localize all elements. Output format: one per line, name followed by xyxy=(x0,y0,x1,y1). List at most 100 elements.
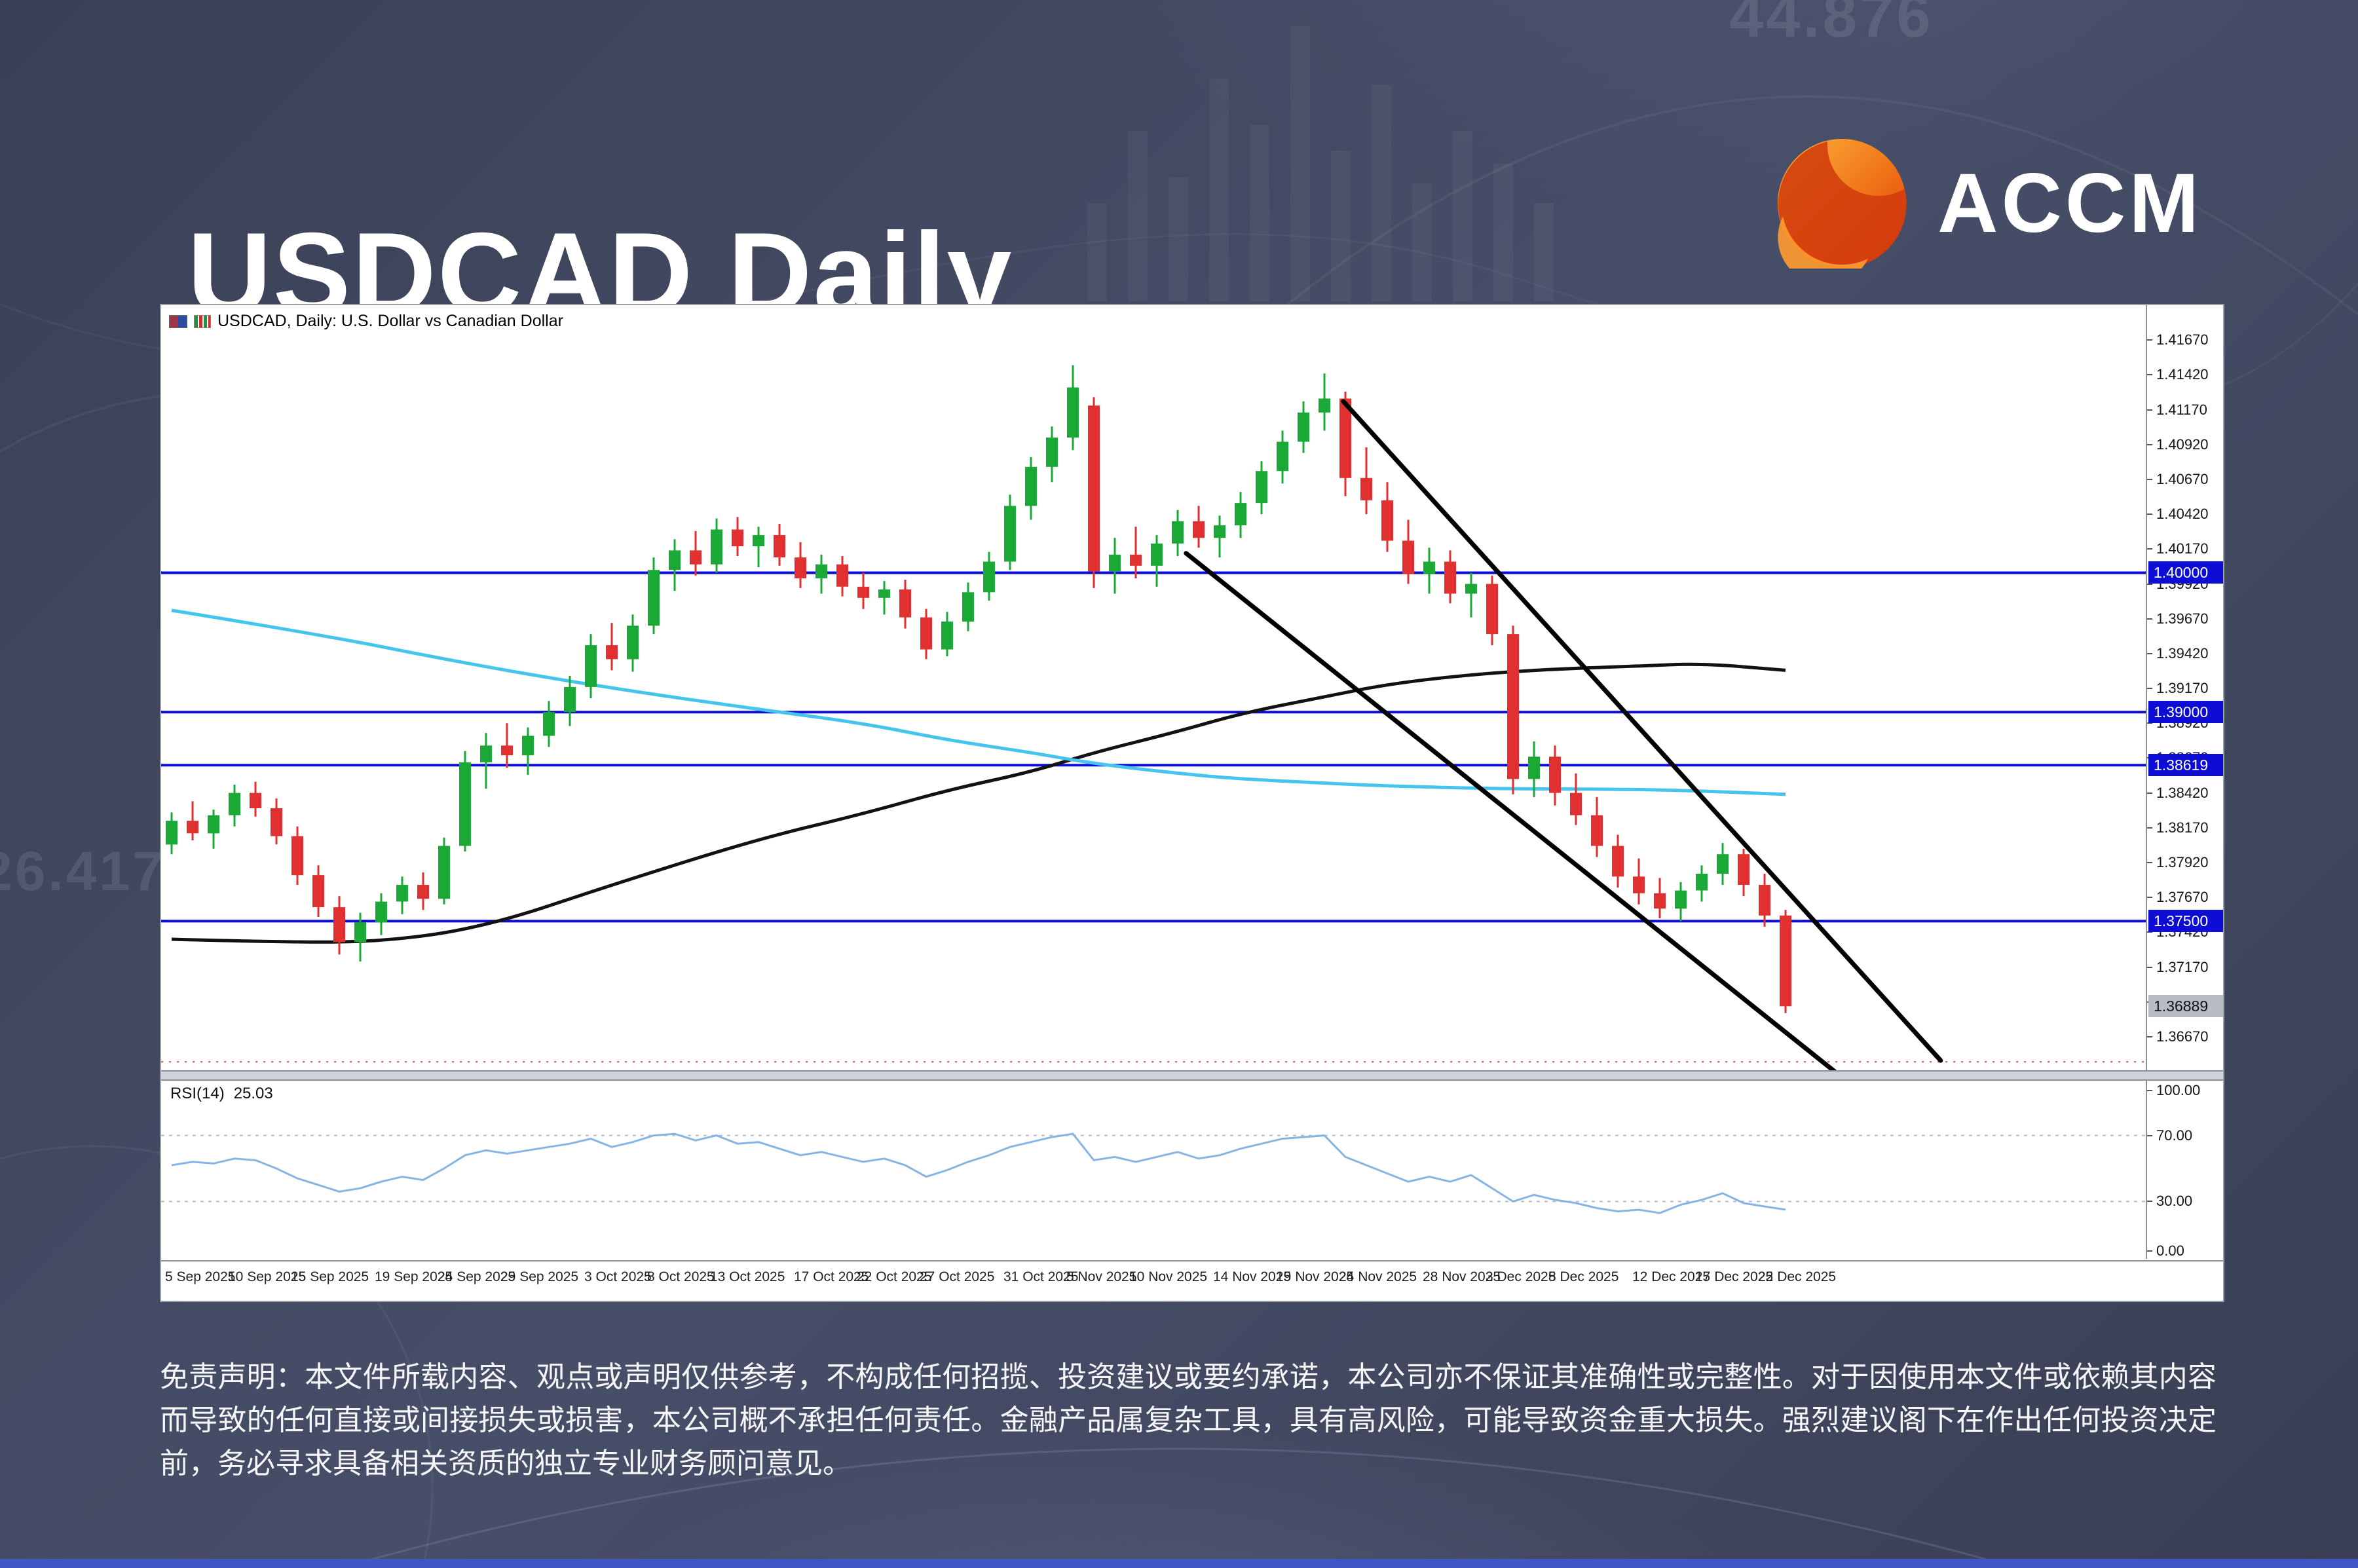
symbol-label: USDCAD, Daily: U.S. Dollar vs Canadian D… xyxy=(217,312,563,330)
candle-body xyxy=(208,815,219,834)
date-tick-label: 3 Dec 2025 xyxy=(1486,1269,1556,1284)
date-tick-label: 22 Oct 2025 xyxy=(857,1269,932,1284)
candle-body xyxy=(166,821,178,845)
chart-type-icon xyxy=(194,314,211,328)
date-axis[interactable]: 5 Sep 2025 10 Sep 2025 15 Sep 2025 19 Sep 2… xyxy=(161,1260,2223,1299)
candle-body xyxy=(522,736,534,756)
trendline xyxy=(1341,399,1943,1063)
candle-body xyxy=(271,808,282,836)
candle-body xyxy=(354,922,366,943)
candle-body xyxy=(1193,521,1205,538)
terminal-icon xyxy=(169,314,187,328)
candle-body xyxy=(1444,561,1456,594)
candle-body xyxy=(1465,584,1477,594)
candle-body xyxy=(1067,387,1079,438)
candle-body xyxy=(1570,793,1582,815)
price-tick-label: 1.39420 xyxy=(2147,645,2209,662)
candle-body xyxy=(564,686,576,713)
date-tick-label: 8 Dec 2025 xyxy=(1548,1269,1619,1284)
candle-body xyxy=(1319,398,1330,413)
candle-body xyxy=(1256,471,1267,504)
price-scale[interactable]: 1.41670 1.41420 1.41170 1.40920 1.40670 1.404… xyxy=(2146,305,2223,1070)
level-price-badge: 1.38619 xyxy=(2148,754,2223,777)
rsi-name: RSI(14) xyxy=(170,1085,225,1102)
date-tick-label: 17 Dec 2025 xyxy=(1695,1269,1774,1284)
ma-fast-line xyxy=(171,608,1786,796)
date-tick-label: 12 Dec 2025 xyxy=(1632,1269,1711,1284)
price-tick-label: 1.40420 xyxy=(2147,506,2209,523)
price-tick-label: 1.41170 xyxy=(2147,401,2207,419)
candle-body xyxy=(1381,500,1393,541)
candle-body xyxy=(1675,890,1687,909)
date-tick-label: 27 Oct 2025 xyxy=(920,1269,995,1284)
candle-body xyxy=(920,617,932,650)
candle-body xyxy=(396,885,408,902)
candle-body xyxy=(690,550,702,565)
candle-body xyxy=(627,625,639,660)
candle-body xyxy=(606,645,618,660)
candle-body xyxy=(1717,854,1729,874)
candle-body xyxy=(438,846,450,899)
candle-body xyxy=(1486,584,1498,635)
candle-body xyxy=(229,793,240,815)
candle-body xyxy=(1004,506,1016,562)
background-bars-decoration xyxy=(1087,26,1554,301)
candle-body xyxy=(1339,398,1351,478)
candle-body xyxy=(1298,412,1309,442)
date-tick-label: 29 Sep 2025 xyxy=(500,1269,579,1284)
bottom-accent-bar xyxy=(0,1559,2358,1568)
level-price-badge: 1.39000 xyxy=(2148,701,2223,724)
level-price-badge: 1.40000 xyxy=(2148,561,2223,584)
current-price-badge: 1.36889 xyxy=(2148,995,2223,1018)
rsi-pane[interactable]: RSI(14) 25.03 xyxy=(161,1081,2146,1259)
candle-body xyxy=(1549,756,1561,793)
rsi-tick-label: 30.00 xyxy=(2147,1193,2192,1210)
price-tick-label: 1.39670 xyxy=(2147,610,2209,627)
symbol-bar: USDCAD, Daily: U.S. Dollar vs Canadian D… xyxy=(169,312,563,331)
candle-body xyxy=(1633,876,1645,893)
candle-body xyxy=(543,712,555,736)
rsi-value: 25.03 xyxy=(233,1085,273,1102)
candle-body xyxy=(1654,893,1666,909)
rsi-plot xyxy=(161,1132,2146,1214)
brand: ACCM xyxy=(1776,138,2202,269)
price-tick-label: 1.40170 xyxy=(2147,540,2209,557)
date-tick-label: 31 Oct 2025 xyxy=(1003,1269,1079,1284)
date-tick-label: 17 Oct 2025 xyxy=(794,1269,869,1284)
ma-slow-line xyxy=(171,662,1786,944)
price-pane[interactable] xyxy=(161,305,2146,1070)
price-tick-label: 1.39170 xyxy=(2147,680,2209,697)
date-tick-label: 24 Sep 2025 xyxy=(438,1269,516,1284)
trendline xyxy=(1184,551,1837,1070)
candle-body xyxy=(983,561,995,593)
date-tick-label: 15 Sep 2025 xyxy=(291,1269,369,1284)
price-tick-label: 1.38170 xyxy=(2147,819,2209,836)
date-tick-label: 10 Nov 2025 xyxy=(1129,1269,1208,1284)
candle-body xyxy=(1151,543,1163,566)
candle-body xyxy=(815,564,827,578)
candle-body xyxy=(857,586,869,598)
date-tick-label: 19 Nov 2025 xyxy=(1276,1269,1355,1284)
disclaimer-text: 免责声明：本文件所载内容、观点或声明仅供参考，不构成任何招揽、投资建议或要约承诺… xyxy=(160,1361,2217,1480)
rsi-indicator-label: RSI(14) 25.03 xyxy=(170,1085,273,1103)
candle-body xyxy=(459,762,471,846)
price-tick-label: 1.37920 xyxy=(2147,854,2209,871)
date-tick-label: 5 Sep 2025 xyxy=(165,1269,236,1284)
pane-separator[interactable] xyxy=(161,1070,2223,1081)
candle-body xyxy=(501,745,513,756)
candle-body xyxy=(711,529,722,565)
price-tick-label: 1.40920 xyxy=(2147,436,2209,453)
candle-body xyxy=(732,529,743,546)
candle-body xyxy=(1612,846,1624,877)
date-tick-label: 24 Nov 2025 xyxy=(1339,1269,1417,1284)
candle-body xyxy=(648,570,660,626)
candle-body xyxy=(585,645,597,687)
candle-body xyxy=(795,557,806,578)
rsi-scale[interactable]: 100.00 70.00 30.00 0.00 xyxy=(2146,1081,2223,1259)
rsi-tick-label: 100.00 xyxy=(2147,1082,2200,1099)
trading-chart-window[interactable]: USDCAD, Daily: U.S. Dollar vs Canadian D… xyxy=(160,304,2224,1302)
candle-body xyxy=(1696,874,1708,891)
candle-body xyxy=(774,535,785,557)
candle-body xyxy=(669,550,681,570)
